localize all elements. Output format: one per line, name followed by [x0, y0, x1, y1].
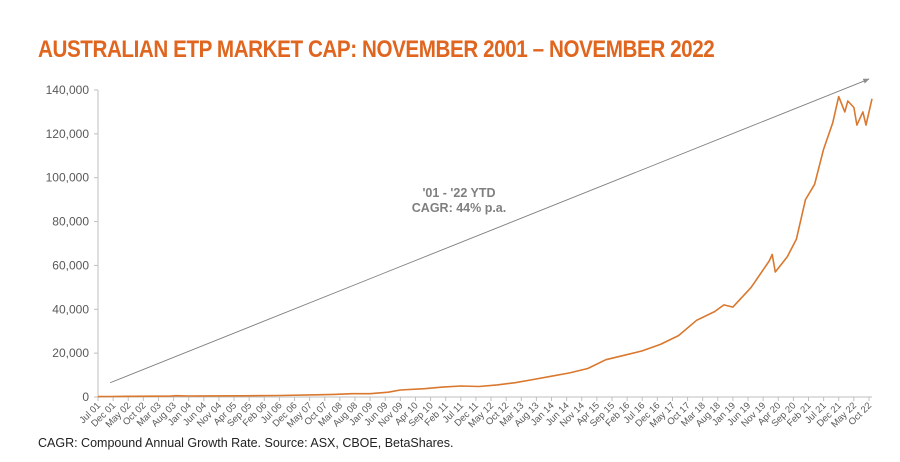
series — [97, 95, 873, 398]
y-tick-label: 40,000 — [52, 302, 89, 316]
annotations: '01 - '22 YTD CAGR: 44% p.a. — [109, 78, 870, 384]
y-tick-label: 0 — [82, 390, 89, 404]
footnote: CAGR: Compound Annual Growth Rate. Sourc… — [38, 436, 454, 450]
y-tick-label: 120,000 — [46, 127, 90, 141]
market-cap-line — [97, 95, 873, 398]
cagr-trend-arrow — [109, 78, 870, 384]
y-tick-label: 140,000 — [46, 83, 90, 97]
cagr-annotation-line: CAGR: 44% p.a. — [412, 201, 506, 215]
chart-title: AUSTRALIAN ETP MARKET CAP: NOVEMBER 2001… — [38, 36, 715, 63]
y-tick-label: 20,000 — [52, 346, 89, 360]
cagr-annotation: '01 - '22 YTD CAGR: 44% p.a. — [412, 186, 506, 215]
y-tick-label: 60,000 — [52, 258, 89, 272]
y-tick-label: 100,000 — [46, 171, 90, 185]
cagr-annotation-line: '01 - '22 YTD — [422, 186, 495, 200]
y-tick-label: 80,000 — [52, 215, 89, 229]
y-axis: 0 20,000 40,000 60,000 80,000 100,000 120,000 1… — [46, 83, 99, 404]
